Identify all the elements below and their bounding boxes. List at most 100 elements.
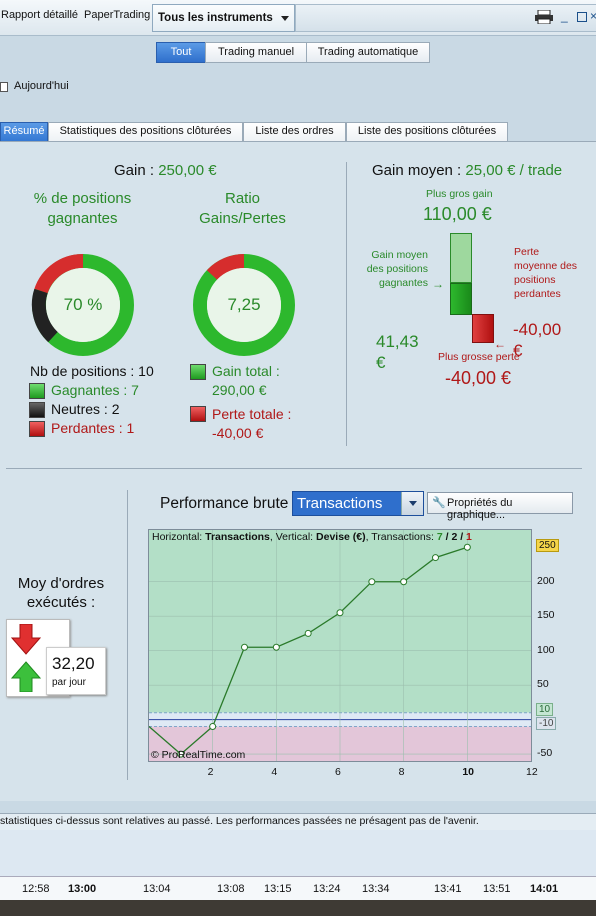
tab-liste-positions[interactable]: Liste des positions clôturées (346, 122, 508, 141)
rapport-detaille-link[interactable]: Rapport détaillé (1, 9, 79, 21)
chart-y-axis: 200 150 100 50 -50 250 10 -10 (532, 529, 596, 762)
ratio-donut (193, 254, 295, 356)
chevron-down-icon (281, 16, 289, 21)
donut-losers-arc (34, 253, 84, 294)
legend-winners-swatch (29, 383, 45, 399)
gain-total-label: Gain total : (212, 363, 280, 379)
positions-total: Nb de positions : 10 (30, 363, 154, 379)
winners-donut (31, 253, 134, 356)
chart-h-value: Transactions (205, 531, 270, 543)
legend-losers-swatch (29, 421, 45, 437)
chart-t-sep2: / (457, 531, 467, 543)
x-tick-label: 2 (207, 766, 214, 778)
orders-value: 32,20 (52, 654, 95, 673)
timeline-label: 13:15 (264, 883, 292, 895)
tab-statistiques[interactable]: Statistiques des positions clôturées (48, 122, 243, 141)
wrench-icon: 🔧 (432, 497, 446, 509)
x-tick-label: 10 (462, 766, 475, 778)
calendar-icon (0, 82, 8, 92)
timeline-label: 13:08 (217, 883, 245, 895)
chart-canvas (148, 530, 531, 761)
chart-data-point (400, 578, 408, 586)
biggest-loss-label: Plus grosse perte (438, 351, 520, 363)
chart-t-win: 7 (436, 531, 443, 543)
timeline-label: 13:00 (68, 883, 97, 895)
tab-liste-ordres[interactable]: Liste des ordres (243, 122, 346, 141)
ratio-center (207, 268, 281, 342)
instruments-dropdown[interactable]: Tous les instruments (152, 4, 295, 32)
chart-properties-button[interactable]: 🔧 Propriétés du graphique... (427, 492, 573, 521)
chart-data-point (272, 643, 280, 651)
performance-dropdown[interactable]: Transactions (292, 491, 424, 516)
taskbar-strip (0, 900, 596, 916)
chart-t-los: 1 (466, 531, 472, 543)
winners-title: % de positions gagnantes (33, 190, 132, 227)
perte-totale-label: Perte totale : (212, 406, 292, 422)
maximize-icon[interactable] (577, 12, 587, 22)
y-tick-label: 200 (537, 574, 555, 587)
minimize-icon[interactable]: _ (561, 9, 568, 23)
chart-data-point (304, 629, 312, 637)
chart-data-point (368, 578, 376, 586)
positions-neutral: Neutres : 2 (51, 401, 120, 417)
donut-neutral-arc (31, 288, 58, 343)
orders-value-box (46, 647, 106, 695)
band-bottom-badge: -10 (536, 717, 557, 731)
avg-gain-value: 25,00 € / trade (465, 162, 563, 179)
date-filter[interactable]: Aujourd'hui (14, 80, 69, 92)
arrow-left-icon: ← (494, 337, 506, 351)
y-tick-label: -50 (537, 747, 553, 760)
gain-total-value: 290,00 € (212, 382, 267, 398)
chart-x-axis: 2 4 6 8 10 12 (148, 762, 538, 782)
segment-trading-automatique[interactable]: Trading automatique (306, 42, 430, 63)
timeline-label: 13:24 (313, 883, 341, 895)
timeline-label: 13:34 (362, 883, 390, 895)
arrow-right-icon: → (432, 277, 444, 291)
gain-label: Gain (114, 162, 146, 179)
timeline-label: 13:04 (143, 883, 171, 895)
chart-header: Horizontal: Transactions, Vertical: Devi… (152, 531, 472, 543)
timeline-label: 13:41 (434, 883, 462, 895)
y-tick-label: 100 (537, 643, 555, 656)
disclaimer-text: statistiques ci-dessus sont relatives au… (0, 815, 479, 827)
ratio-title: Ratio Gains/Pertes (199, 190, 286, 227)
segment-tout[interactable]: Tout (156, 42, 206, 63)
chart-t-sep1: / (442, 531, 452, 543)
segment-trading-manuel[interactable]: Trading manuel (205, 42, 307, 63)
chevron-down-icon[interactable] (401, 492, 423, 515)
chart-v-value: Devise (€) (316, 531, 366, 543)
tab-resume[interactable]: Résumé (0, 122, 48, 141)
timeline-label: 13:51 (483, 883, 511, 895)
x-tick-label: 8 (398, 766, 405, 778)
x-tick-label: 6 (335, 766, 341, 778)
legend-neutral-swatch (29, 402, 45, 418)
divider-horizontal (6, 468, 582, 469)
gain-summary: Gain : 250,00 € (114, 162, 217, 179)
gain-bar-avg (450, 283, 472, 315)
avg-winning-label: Gain moyen des positions gagnantes (366, 249, 428, 289)
timeline-label: 14:01 (530, 883, 559, 895)
performance-dropdown-value: Transactions (297, 495, 383, 512)
gain-bar-max (450, 233, 472, 283)
performance-chart[interactable] (148, 529, 532, 762)
papertrading-link[interactable]: PaperTrading (84, 9, 151, 21)
x-tick-label: 12 (526, 766, 538, 778)
avg-losing-value: -40,00 € (513, 320, 562, 360)
x-tick-label: 4 (271, 766, 278, 778)
chart-watermark: © ProRealTime.com (151, 749, 246, 761)
legend-gain-total-swatch (190, 364, 206, 380)
print-icon[interactable] (535, 9, 553, 25)
chart-data-point (463, 543, 471, 551)
gain-value: 250,00 € (158, 162, 217, 179)
disclaimer-band (0, 813, 596, 830)
avg-losing-label: Perte moyenne des positions perdantes (514, 246, 578, 300)
chart-properties-label: Propriétés du graphique... (447, 497, 513, 521)
ratio-loss-arc (206, 254, 245, 281)
close-icon[interactable]: × (590, 9, 596, 23)
up-down-arrows-icon (11, 624, 41, 692)
performance-title: Performance brute (160, 495, 289, 512)
chart-data-point (336, 609, 344, 617)
biggest-loss-value: -40,00 € (445, 368, 512, 388)
band-top-badge: 10 (536, 703, 554, 717)
chart-v-label: , Vertical: (269, 531, 314, 543)
